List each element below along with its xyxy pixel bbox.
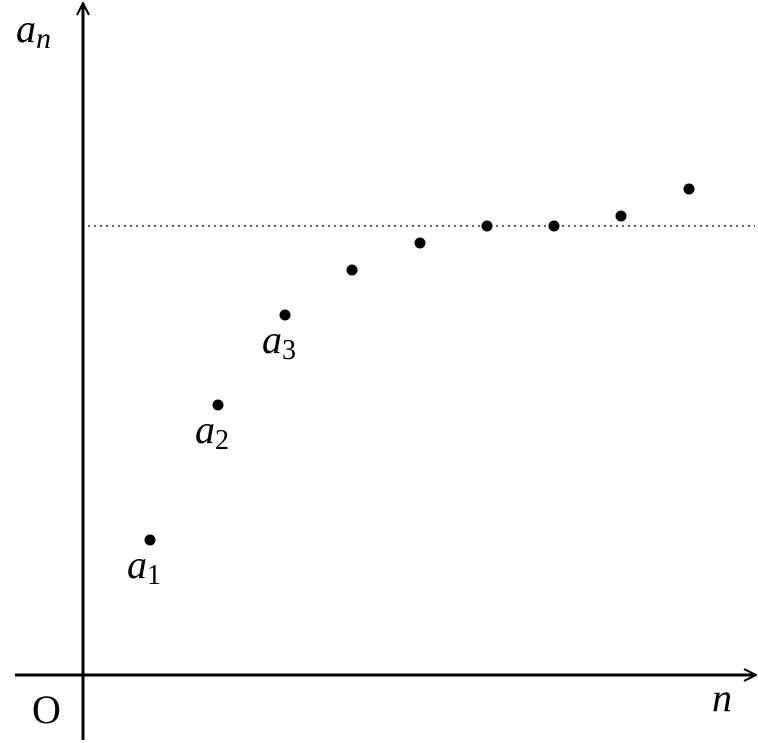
label-base: a [195,407,215,452]
point [615,210,627,222]
point [212,399,224,411]
label-base: a [16,6,36,51]
x-axis-label: n [712,675,732,720]
point [481,220,493,232]
point [144,534,156,546]
label-sub: 2 [215,425,229,456]
point [346,264,358,276]
point [548,220,560,232]
label-base: a [127,542,147,587]
label-base: a [262,317,282,362]
label-sub: n [36,22,51,55]
point-label: a1 [127,542,161,591]
point-label: a2 [195,407,229,456]
point [683,183,695,195]
point [414,237,426,249]
y-axis-label: an [16,6,51,55]
label-sub: 1 [147,560,161,591]
point-label: a3 [262,317,296,366]
origin-label: O [32,687,61,732]
point [279,309,291,321]
label-sub: 3 [282,335,296,366]
sequence-points [144,183,695,546]
